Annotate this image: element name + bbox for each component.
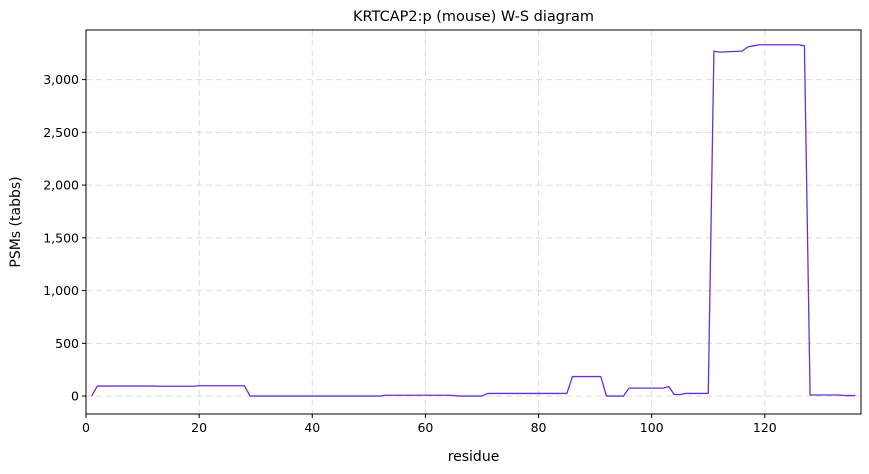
grid <box>85 30 861 414</box>
series-layer <box>91 44 856 397</box>
x-axis-label: residue <box>448 449 500 465</box>
y-axis-label: PSMs (tabbs) <box>8 176 24 267</box>
x-tick-label: 120 <box>753 420 777 435</box>
x-axis-ticks: 0 20 40 60 80 100 120 <box>82 414 777 435</box>
y-axis-ticks: 0 500 1,000 1,500 2,000 2,500 3,000 <box>43 72 86 404</box>
x-tick-label: 100 <box>640 420 664 435</box>
plot-frame <box>85 29 862 415</box>
x-tick-label: 60 <box>417 420 433 435</box>
y-tick-label: 1,000 <box>43 283 79 298</box>
x-tick-label: 0 <box>82 420 90 435</box>
x-tick-label: 20 <box>191 420 207 435</box>
y-tick-label: 1,500 <box>43 230 79 245</box>
x-tick-label: 80 <box>531 420 547 435</box>
y-tick-label: 2,500 <box>43 125 79 140</box>
series-line <box>91 44 856 397</box>
y-tick-label: 2,000 <box>43 178 79 193</box>
y-tick-label: 0 <box>71 389 79 404</box>
y-tick-label: 500 <box>55 336 79 351</box>
x-tick-label: 40 <box>304 420 320 435</box>
chart-title: KRTCAP2:p (mouse) W-S diagram <box>353 9 594 25</box>
y-tick-label: 3,000 <box>43 72 79 87</box>
